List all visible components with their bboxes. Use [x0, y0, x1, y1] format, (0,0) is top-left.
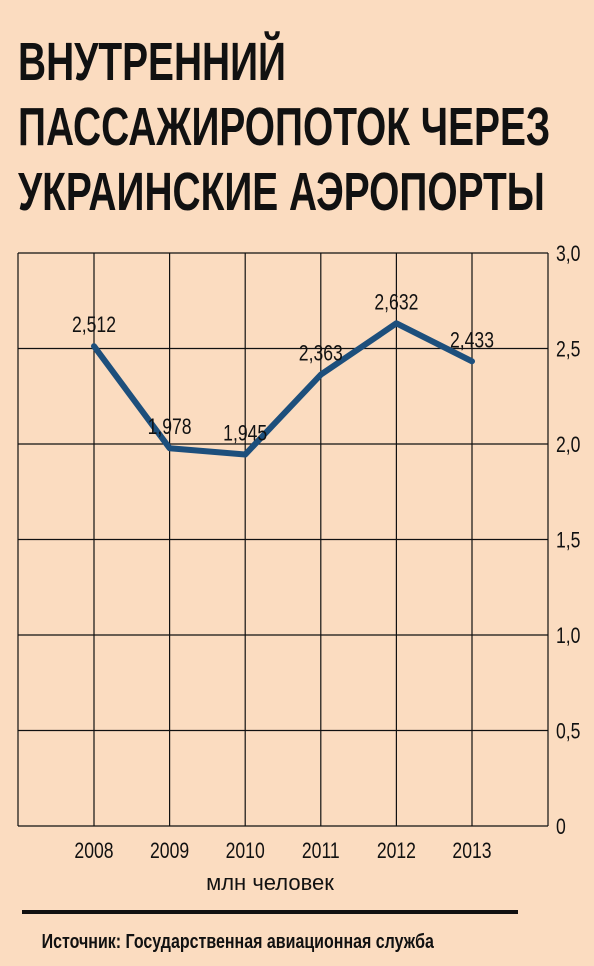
value-label: 1,978	[148, 415, 192, 439]
chart-title: ПАССАЖИРОПОТОК ЧЕРЕЗ	[18, 96, 550, 157]
x-tick-label: 2009	[150, 839, 189, 863]
value-label-group: 2,363	[299, 342, 343, 366]
x-tick-label: 2010	[226, 839, 265, 863]
x-tick-group: 2013	[452, 839, 491, 863]
x-tick-group: 2009	[150, 839, 189, 863]
value-label: 2,512	[72, 313, 116, 337]
y-tick-group: 1,0	[556, 624, 580, 648]
x-tick-label: 2008	[74, 839, 113, 863]
value-label-group: 1,945	[223, 422, 267, 446]
x-tick-group: 2011	[302, 839, 340, 863]
y-tick-label: 0	[556, 815, 566, 839]
source: Источник: Государственная авиационная сл…	[42, 930, 435, 952]
y-tick-label: 0,5	[556, 720, 580, 744]
y-tick-label: 2,5	[556, 338, 580, 362]
y-tick-group: 2,5	[556, 338, 580, 362]
x-axis-label: млн человек	[206, 870, 334, 895]
value-label-group: 2,632	[374, 291, 418, 315]
value-label-group: 2,512	[72, 313, 116, 337]
source-group: Источник: Государственная авиационная сл…	[42, 930, 435, 952]
y-tick-group: 2,0	[556, 433, 580, 457]
x-tick-group: 2012	[377, 839, 416, 863]
y-tick-label: 2,0	[556, 433, 580, 457]
value-label: 1,945	[223, 422, 267, 446]
y-tick-label: 3,0	[556, 242, 580, 266]
x-tick-group: 2010	[226, 839, 265, 863]
y-tick-group: 3,0	[556, 242, 580, 266]
y-tick-group: 0,5	[556, 720, 580, 744]
line	[91, 320, 475, 458]
y-tick-label: 1,5	[556, 529, 580, 553]
value-label: 2,632	[374, 291, 418, 315]
y-tick-group: 1,5	[556, 529, 580, 553]
value-label-group: 1,978	[148, 415, 192, 439]
x-tick-label: 2013	[452, 839, 491, 863]
y-tick-label: 1,0	[556, 624, 580, 648]
value-label: 2,363	[299, 342, 343, 366]
value-label: 2,433	[450, 329, 494, 353]
chart-title: УКРАИНСКИЕ АЭРОПОРТЫ	[18, 161, 545, 222]
y-tick-group: 0	[556, 815, 566, 839]
x-tick-label: 2011	[302, 839, 340, 863]
value-label-group: 2,433	[450, 329, 494, 353]
chart-title: ВНУТРЕННИЙ	[18, 31, 286, 92]
x-tick-label: 2012	[377, 839, 416, 863]
x-tick-group: 2008	[74, 839, 113, 863]
